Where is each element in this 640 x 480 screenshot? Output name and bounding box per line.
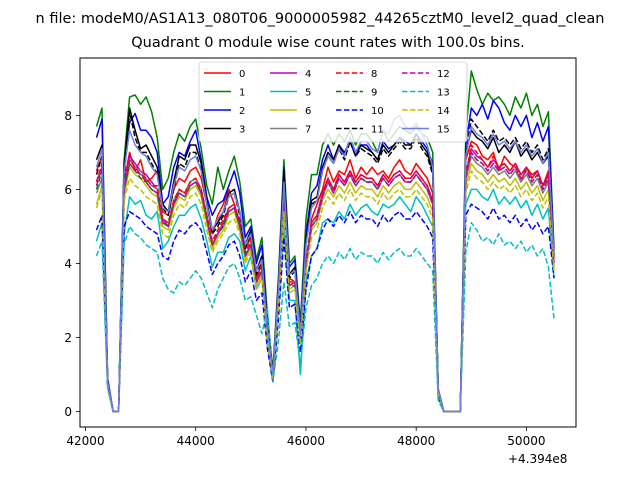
legend-label-7: 7 (305, 125, 311, 136)
legend-label-14: 14 (437, 106, 450, 117)
series-line-15 (95, 114, 555, 413)
x-tick-label: 42000 (66, 434, 104, 448)
y-tick-label: 8 (64, 109, 72, 123)
legend-label-5: 5 (305, 88, 311, 99)
legend-label-15: 15 (437, 125, 450, 136)
legend-label-6: 6 (305, 106, 311, 117)
series-line-8 (95, 144, 555, 413)
series-line-2 (95, 99, 555, 413)
series-line-0 (95, 140, 555, 413)
x-tick-label: 44000 (177, 434, 215, 448)
file-name-heading: n file: modeM0/AS1A13_080T06_9000005982_… (35, 11, 605, 27)
y-tick-label: 0 (64, 405, 72, 419)
legend-label-9: 9 (371, 88, 377, 99)
legend-label-3: 3 (239, 125, 245, 136)
legend-label-11: 11 (371, 125, 384, 136)
legend-label-8: 8 (371, 69, 377, 80)
legend-label-1: 1 (239, 88, 245, 99)
legend-label-12: 12 (437, 69, 450, 80)
x-tick-label: 46000 (287, 434, 325, 448)
series-line-13 (95, 221, 555, 413)
series-line-14 (95, 170, 555, 413)
x-tick-label: 50000 (507, 434, 545, 448)
y-tick-label: 2 (64, 331, 72, 345)
series-line-6 (95, 162, 555, 413)
legend-label-4: 4 (305, 69, 311, 80)
y-axis: 0 2 4 6 8 (64, 109, 80, 419)
x-tick-label: 48000 (397, 434, 435, 448)
legend-label-13: 13 (437, 88, 450, 99)
legend-label-0: 0 (239, 69, 245, 80)
x-axis-offset-label: +4.394e8 (508, 452, 568, 466)
legend-box (198, 61, 468, 143)
series-line-11 (95, 110, 555, 413)
y-tick-label: 6 (64, 183, 72, 197)
plot-lines (95, 70, 555, 413)
plot-frame (79, 57, 577, 428)
x-axis: 42000 44000 46000 48000 50000 (66, 427, 545, 448)
legend-label-2: 2 (239, 106, 245, 117)
chart-title: Quadrant 0 module wise count rates with … (131, 35, 525, 51)
series-line-12 (95, 151, 555, 413)
series-line-10 (95, 203, 555, 413)
y-tick-label: 4 (64, 257, 72, 271)
series-line-5 (95, 188, 555, 413)
legend-label-10: 10 (371, 106, 384, 117)
